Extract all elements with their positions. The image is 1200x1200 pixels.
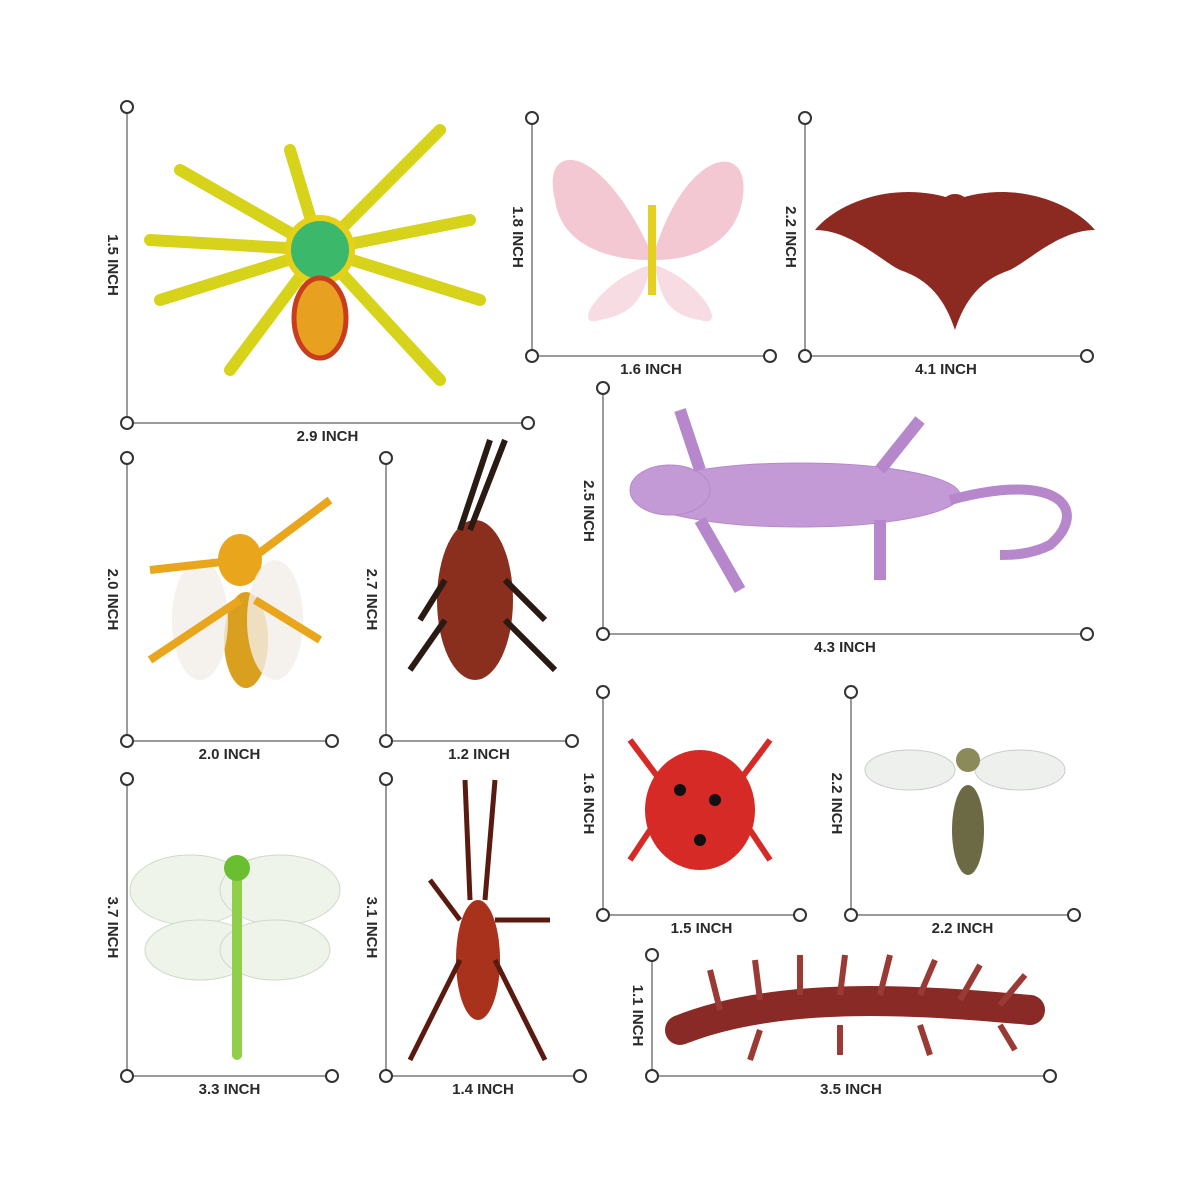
measure-dot	[798, 111, 812, 125]
bee	[147, 496, 333, 688]
width-label: 4.3 INCH	[814, 639, 876, 656]
measure-dot	[565, 734, 579, 748]
width-label: 3.3 INCH	[199, 1081, 261, 1098]
measure-dot	[596, 381, 610, 395]
measure-dot	[763, 349, 777, 363]
measure-dot	[120, 100, 134, 114]
height-label: 2.0 INCH	[104, 569, 121, 631]
centipede	[665, 954, 1045, 1061]
measure-dot	[379, 451, 393, 465]
measure-dot	[120, 734, 134, 748]
ladybug	[627, 738, 773, 870]
measure-dot	[798, 349, 812, 363]
dragonfly	[129, 854, 341, 1060]
measure-dot	[120, 416, 134, 430]
height-label: 1.5 INCH	[104, 234, 121, 296]
measure-dot	[1080, 627, 1094, 641]
width-label: 3.5 INCH	[820, 1081, 882, 1098]
measure-dot	[844, 908, 858, 922]
measure-dot	[379, 734, 393, 748]
width-label: 1.4 INCH	[452, 1081, 514, 1098]
measure-dot	[1080, 349, 1094, 363]
measure-dot	[844, 685, 858, 699]
height-label: 2.2 INCH	[828, 773, 845, 835]
width-label: 4.1 INCH	[915, 361, 977, 378]
measure-dot	[573, 1069, 587, 1083]
measure-dot	[645, 948, 659, 962]
width-label: 2.0 INCH	[199, 746, 261, 763]
measure-dot	[379, 1069, 393, 1083]
height-label: 2.5 INCH	[580, 480, 597, 542]
measure-dot	[596, 627, 610, 641]
height-label: 1.1 INCH	[629, 985, 646, 1047]
width-label: 2.2 INCH	[932, 920, 994, 937]
wasp	[864, 748, 1066, 875]
measure-dot	[120, 451, 134, 465]
lizard	[629, 408, 1072, 593]
measure-dot	[525, 111, 539, 125]
measure-dot	[525, 349, 539, 363]
creatures	[129, 124, 1095, 1062]
measure-dot	[325, 734, 339, 748]
measure-dot	[645, 1069, 659, 1083]
cricket	[407, 779, 550, 1062]
measure-dot	[120, 1069, 134, 1083]
measure-dot	[596, 908, 610, 922]
bat	[815, 191, 1095, 330]
cockroach	[407, 438, 558, 680]
measure-dot	[521, 416, 535, 430]
measure-dot	[379, 772, 393, 786]
height-label: 1.6 INCH	[580, 773, 597, 835]
width-label: 1.2 INCH	[448, 746, 510, 763]
measure-dot	[1043, 1069, 1057, 1083]
measure-dot	[596, 685, 610, 699]
width-label: 2.9 INCH	[297, 428, 359, 445]
height-label: 3.7 INCH	[104, 897, 121, 959]
height-label: 3.1 INCH	[363, 897, 380, 959]
butterfly	[552, 159, 744, 322]
measure-dot	[120, 772, 134, 786]
measure-dot	[793, 908, 807, 922]
height-label: 2.7 INCH	[363, 569, 380, 631]
height-label: 1.8 INCH	[509, 206, 526, 268]
spider	[144, 124, 486, 386]
width-label: 1.5 INCH	[671, 920, 733, 937]
measure-dot	[1067, 908, 1081, 922]
height-label: 2.2 INCH	[782, 206, 799, 268]
measure-dot	[325, 1069, 339, 1083]
width-label: 1.6 INCH	[620, 361, 682, 378]
